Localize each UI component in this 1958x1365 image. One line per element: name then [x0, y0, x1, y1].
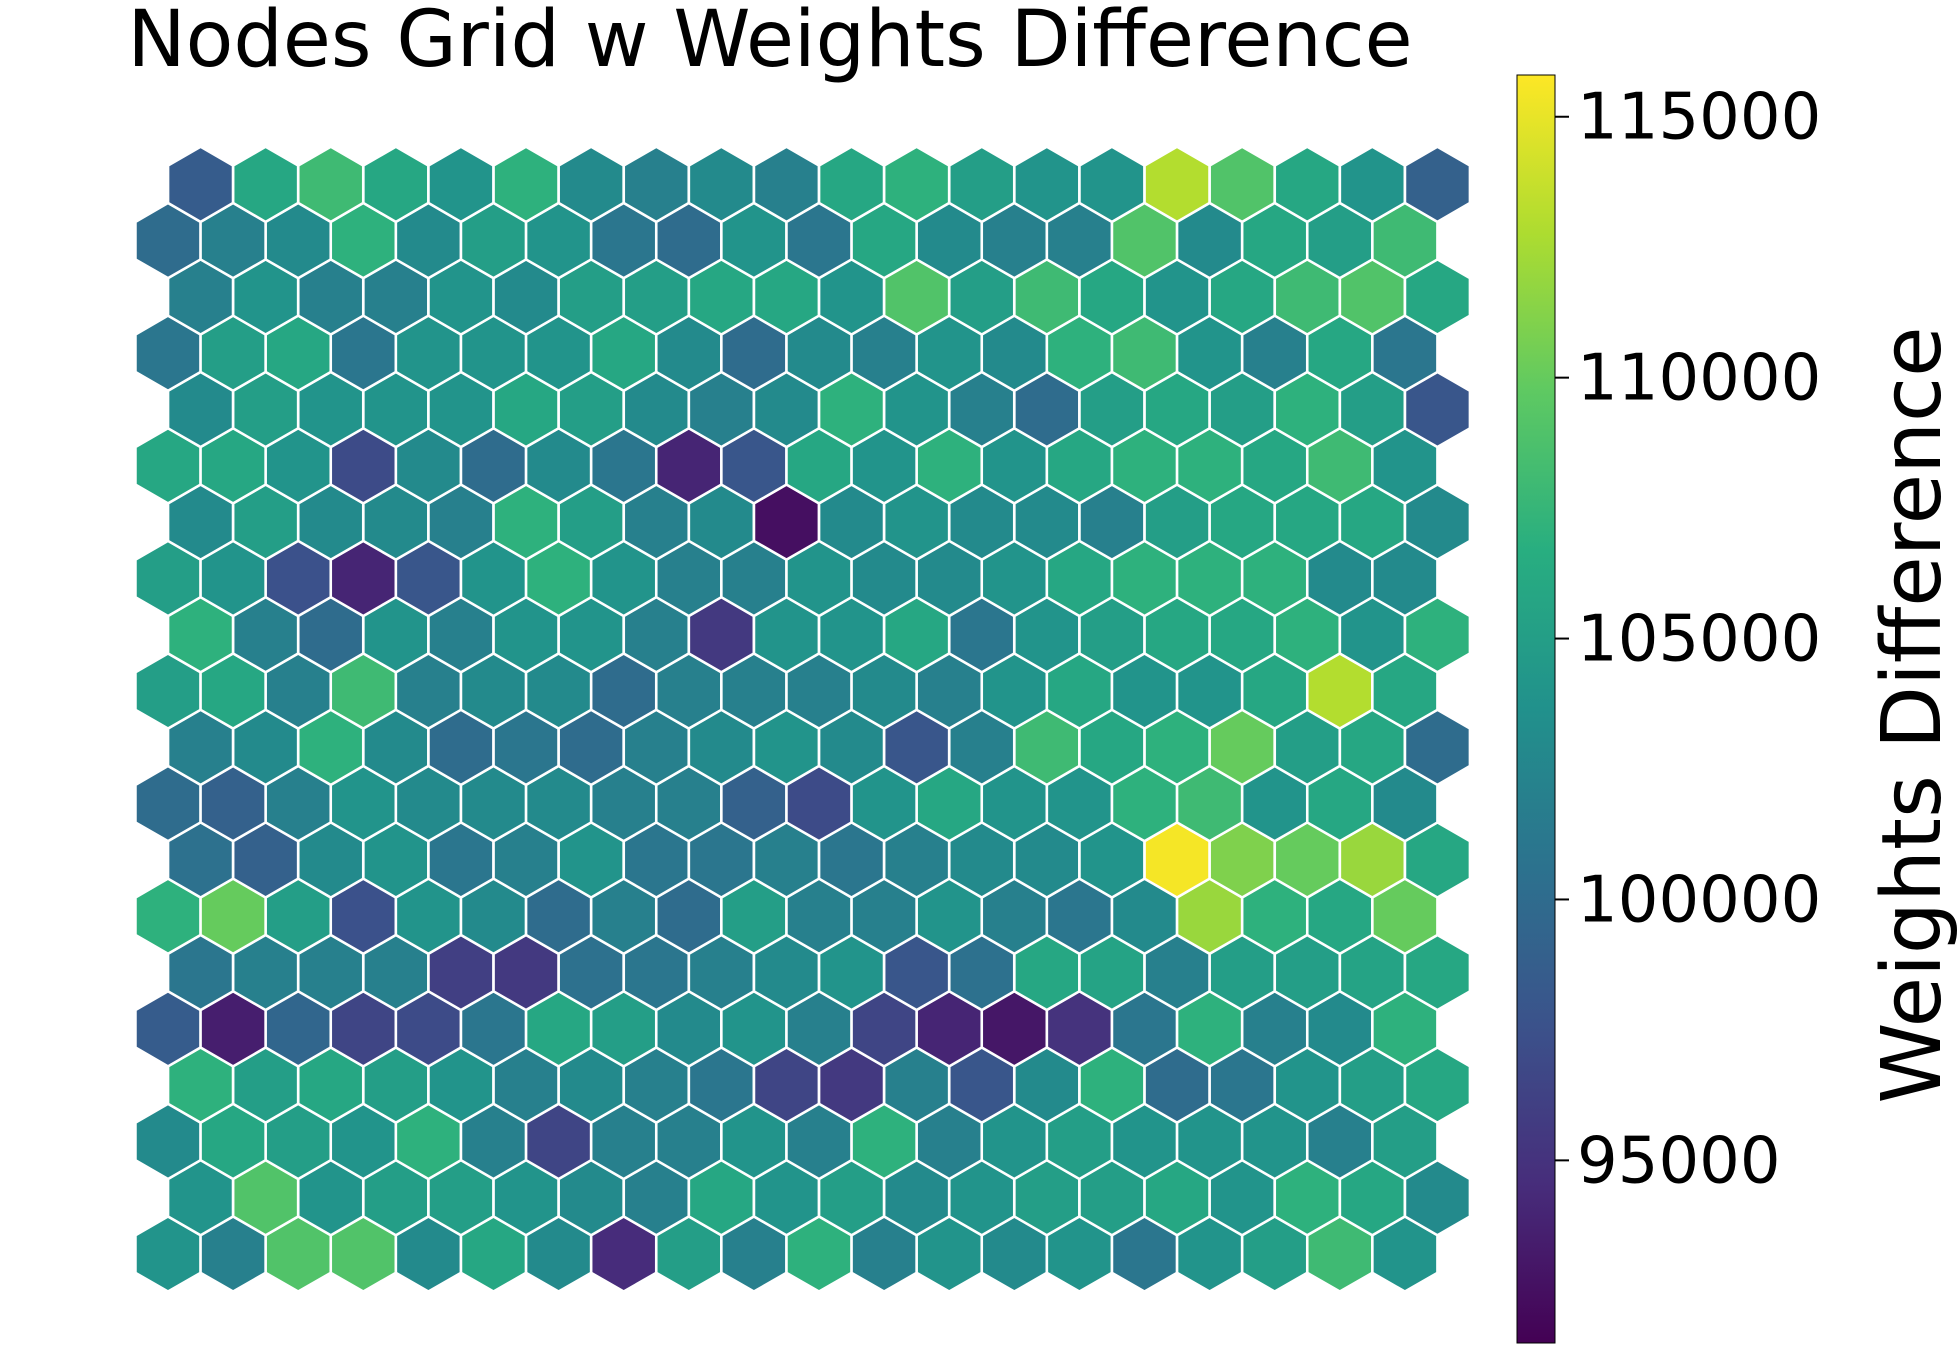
colorbar-ticks: 95000 100000 105000 110000 115000: [1555, 81, 1821, 1198]
colorbar-gradient: [1516, 74, 1556, 1344]
colorbar-tick-label: 105000: [1577, 603, 1821, 677]
colorbar-tick-label: 95000: [1577, 1124, 1781, 1198]
chart-title: Nodes Grid w Weights Difference: [127, 0, 1412, 85]
colorbar-tick-label: 110000: [1577, 342, 1821, 416]
hex-cell-r19-c19: [1403, 145, 1472, 224]
colorbar-tick-label: 100000: [1577, 863, 1821, 937]
colorbar-label: Weights Difference: [1865, 326, 1958, 1103]
colorbar-tick-label: 115000: [1577, 81, 1821, 155]
hex-grid: [134, 145, 1472, 1293]
colorbar: 95000 100000 105000 110000 115000 Weights Di…: [1516, 74, 1958, 1344]
